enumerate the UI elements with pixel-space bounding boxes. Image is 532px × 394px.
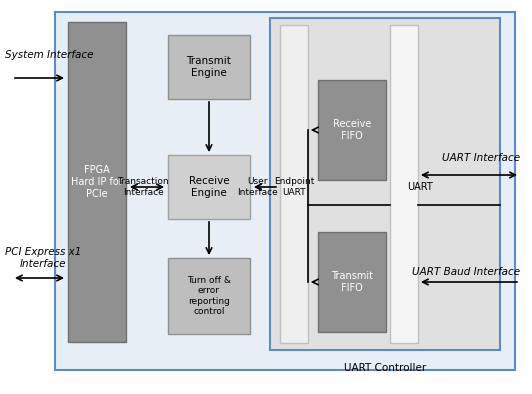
Text: User
Interface: User Interface: [237, 177, 277, 197]
Bar: [168, 155, 250, 219]
Bar: [270, 18, 500, 350]
Text: Transmit
FIFO: Transmit FIFO: [331, 271, 373, 293]
Text: Turn off &
error
reporting
control: Turn off & error reporting control: [187, 276, 231, 316]
Bar: [390, 25, 418, 343]
Bar: [318, 80, 386, 180]
Text: PCI Express x1
Interface: PCI Express x1 Interface: [5, 247, 81, 269]
Text: FPGA
Hard IP for
PCIe: FPGA Hard IP for PCIe: [71, 165, 123, 199]
Text: UART: UART: [407, 182, 433, 192]
Bar: [168, 258, 250, 334]
Text: Receive
Engine: Receive Engine: [189, 176, 229, 198]
Text: System Interface: System Interface: [5, 50, 94, 60]
Text: UART Interface: UART Interface: [442, 153, 520, 163]
Text: Transaction
Interface: Transaction Interface: [117, 177, 169, 197]
Bar: [168, 35, 250, 99]
Text: Transmit
Engine: Transmit Engine: [187, 56, 231, 78]
Text: Endpoint
UART: Endpoint UART: [274, 177, 314, 197]
Text: UART Baud Interface: UART Baud Interface: [412, 267, 520, 277]
Bar: [318, 232, 386, 332]
Bar: [55, 12, 515, 370]
Text: Receive
FIFO: Receive FIFO: [333, 119, 371, 141]
Bar: [280, 25, 308, 343]
Bar: [68, 22, 126, 342]
Text: UART Controller: UART Controller: [344, 363, 426, 373]
